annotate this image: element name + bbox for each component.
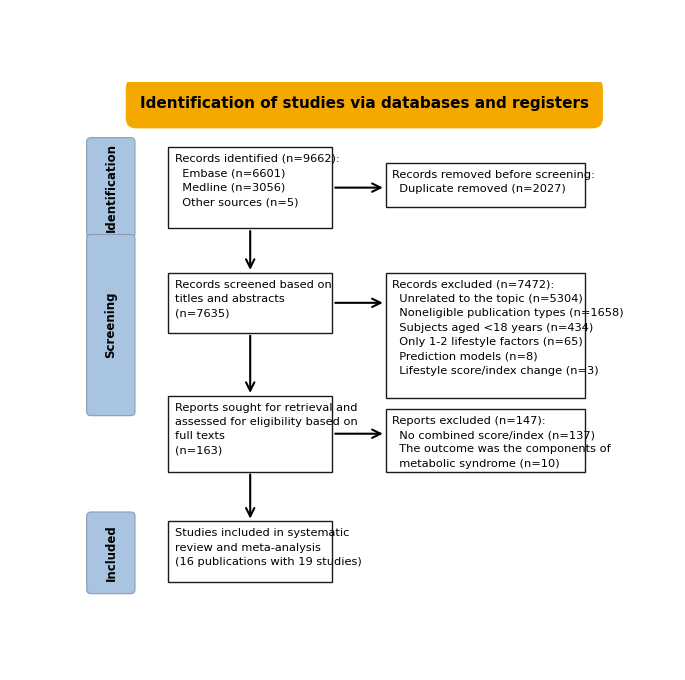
Text: Identification: Identification (105, 143, 118, 233)
Text: Included: Included (105, 524, 118, 581)
FancyBboxPatch shape (386, 163, 585, 207)
Text: Reports sought for retrieval and
assessed for eligibility based on
full texts
(n: Reports sought for retrieval and assesse… (175, 403, 358, 456)
FancyBboxPatch shape (87, 512, 135, 594)
Text: Screening: Screening (105, 292, 118, 358)
FancyBboxPatch shape (386, 409, 585, 472)
FancyBboxPatch shape (168, 522, 332, 581)
Text: Records identified (n=9662):
  Embase (n=6601)
  Medline (n=3056)
  Other source: Records identified (n=9662): Embase (n=6… (175, 154, 340, 207)
Text: Identification of studies via databases and registers: Identification of studies via databases … (140, 96, 589, 111)
FancyBboxPatch shape (87, 137, 135, 237)
Text: Records screened based on
titles and abstracts
(n=7635): Records screened based on titles and abs… (175, 279, 332, 318)
FancyBboxPatch shape (386, 273, 585, 398)
FancyBboxPatch shape (168, 396, 332, 472)
FancyBboxPatch shape (168, 273, 332, 333)
Text: Records excluded (n=7472):
  Unrelated to the topic (n=5304)
  Noneligible publi: Records excluded (n=7472): Unrelated to … (393, 279, 624, 376)
FancyBboxPatch shape (127, 78, 602, 128)
Text: Records removed before screening:
  Duplicate removed (n=2027): Records removed before screening: Duplic… (393, 169, 595, 194)
Text: Reports excluded (n=147):
  No combined score/index (n=137)
  The outcome was th: Reports excluded (n=147): No combined sc… (393, 415, 611, 469)
FancyBboxPatch shape (87, 235, 135, 415)
FancyBboxPatch shape (168, 147, 332, 228)
Text: Studies included in systematic
review and meta-analysis
(16 publications with 19: Studies included in systematic review an… (175, 528, 362, 567)
